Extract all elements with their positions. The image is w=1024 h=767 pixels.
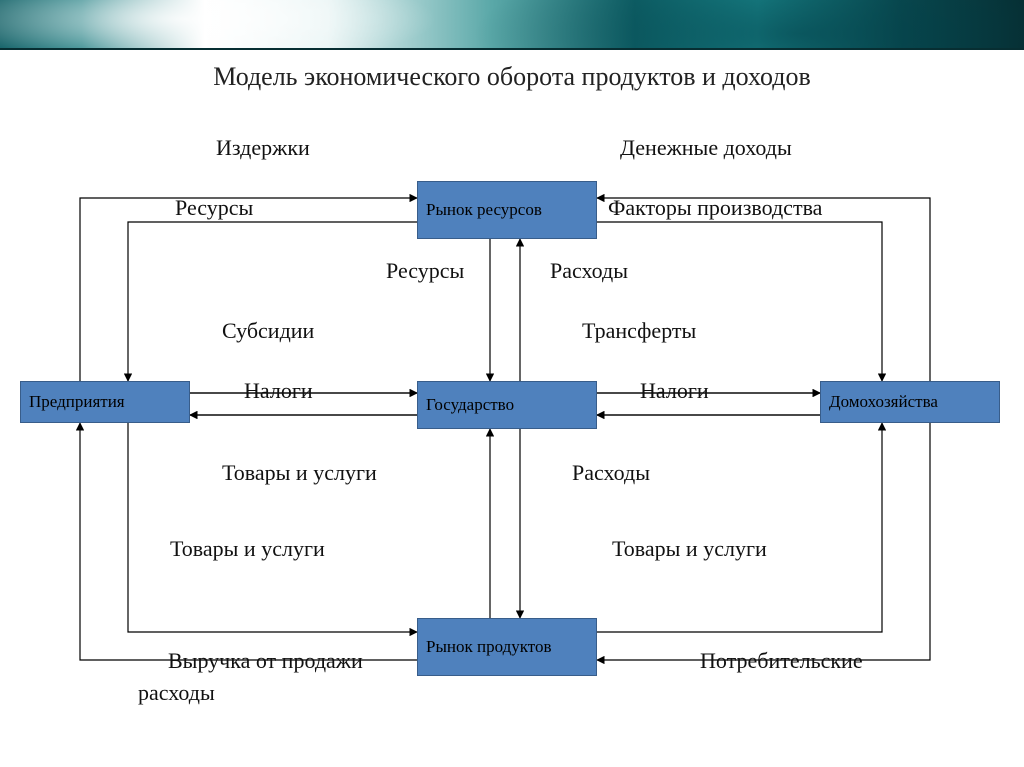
label-lbl_revenue2: расходы bbox=[138, 680, 215, 706]
label-lbl_taxes_right: Налоги bbox=[640, 378, 709, 404]
label-lbl_goods_left_low: Товары и услуги bbox=[170, 536, 325, 562]
diagram-title: Модель экономического оборота продуктов … bbox=[0, 62, 1024, 92]
label-lbl_revenue1: Выручка от продажи bbox=[168, 648, 363, 674]
node-products_market: Рынок продуктов bbox=[417, 618, 597, 676]
label-lbl_costs: Издержки bbox=[216, 135, 310, 161]
edge-firms_to_prodmkt_inner bbox=[128, 423, 417, 632]
label-lbl_consumer: Потребительские bbox=[700, 648, 863, 674]
node-firms: Предприятия bbox=[20, 381, 190, 423]
edge-resmkt_to_hh_inner bbox=[597, 222, 882, 381]
edge-firms_to_resmkt_top bbox=[80, 198, 417, 381]
node-resources_market: Рынок ресурсов bbox=[417, 181, 597, 239]
edge-prodmkt_to_hh_inner bbox=[597, 423, 882, 632]
label-lbl_goods_left_mid: Товары и услуги bbox=[222, 460, 377, 486]
label-lbl_factors: Факторы производства bbox=[608, 195, 822, 221]
node-state: Государство bbox=[417, 381, 597, 429]
decorative-banner bbox=[0, 0, 1024, 50]
label-lbl_expenses_lower: Расходы bbox=[572, 460, 650, 486]
label-lbl_subsidies: Субсидии bbox=[222, 318, 314, 344]
label-lbl_goods_right_low: Товары и услуги bbox=[612, 536, 767, 562]
label-lbl_resources_mid: Ресурсы bbox=[386, 258, 464, 284]
node-households: Домохозяйства bbox=[820, 381, 1000, 423]
label-lbl_money_income: Денежные доходы bbox=[620, 135, 792, 161]
edge-resmkt_to_firms_inner bbox=[128, 222, 417, 381]
label-lbl_resources_left: Ресурсы bbox=[175, 195, 253, 221]
label-lbl_transfers: Трансферты bbox=[582, 318, 696, 344]
edge-hh_to_resmkt_top bbox=[597, 198, 930, 381]
label-lbl_expenses_mid: Расходы bbox=[550, 258, 628, 284]
label-lbl_taxes_left: Налоги bbox=[244, 378, 313, 404]
